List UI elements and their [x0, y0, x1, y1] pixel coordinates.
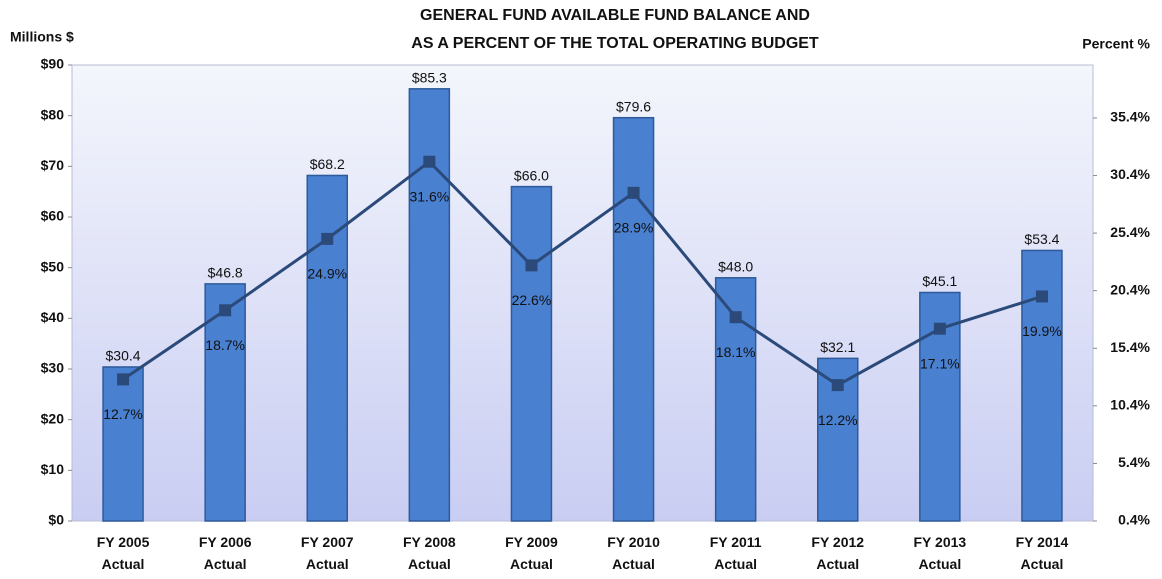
chart-title: GENERAL FUND AVAILABLE FUND BALANCE AND: [420, 7, 810, 24]
y2-tick-label: 10.4%: [1110, 397, 1150, 413]
line-value-label: 18.1%: [716, 344, 756, 360]
x-tick-line: Actual: [408, 556, 451, 572]
bar: [306, 174, 348, 522]
bar-value-label: $68.2: [310, 156, 345, 172]
y-tick-label: $80: [41, 106, 65, 122]
x-tick-label: FY 2013 Actual: [914, 534, 967, 572]
y2-tick-label: 35.4%: [1110, 109, 1150, 125]
y2-tick-label: 0.4%: [1118, 512, 1150, 528]
y-axis-label: Millions $: [10, 29, 74, 45]
y2-tick-label: 5.4%: [1118, 454, 1150, 470]
y2-tick-label: 20.4%: [1110, 281, 1150, 297]
x-tick-label: FY 2007 Actual: [301, 534, 354, 572]
x-tick-line: FY 2009: [505, 534, 558, 550]
chart-title: AS A PERCENT OF THE TOTAL OPERATING BUDG…: [411, 35, 819, 52]
bar-value-label: $32.1: [820, 339, 855, 355]
y-tick-label: $20: [41, 410, 65, 426]
x-tick-line: Actual: [918, 556, 961, 572]
line-value-label: 17.1%: [920, 355, 960, 371]
x-tick-line: Actual: [1021, 556, 1064, 572]
y-tick-label: $70: [41, 157, 65, 173]
y-tick-label: $50: [41, 258, 65, 274]
bar-value-label: $53.4: [1024, 231, 1059, 247]
x-tick-line: FY 2007: [301, 534, 354, 550]
x-tick-label: FY 2014 Actual: [1016, 534, 1069, 572]
line-marker: [117, 373, 130, 386]
line-value-label: 19.9%: [1022, 323, 1062, 339]
x-tick-line: Actual: [612, 556, 655, 572]
line-value-label: 12.7%: [103, 406, 143, 422]
line-value-label: 31.6%: [409, 188, 449, 204]
bar-value-label: $79.6: [616, 98, 651, 114]
bar-value-label: $46.8: [208, 265, 243, 281]
x-tick-label: FY 2008 Actual: [403, 534, 456, 572]
x-tick-line: Actual: [510, 556, 553, 572]
bar: [510, 185, 553, 522]
y2-tick-label: 30.4%: [1110, 166, 1150, 182]
line-marker: [321, 232, 334, 245]
x-tick-line: FY 2010: [607, 534, 660, 550]
bar-value-label: $66.0: [514, 167, 549, 183]
y-tick-label: $10: [41, 461, 65, 477]
x-tick-label: FY 2010 Actual: [607, 534, 660, 572]
bar-value-label: $85.3: [412, 70, 447, 86]
x-tick-line: FY 2014: [1016, 534, 1069, 550]
y2-tick-label: 25.4%: [1110, 224, 1150, 240]
x-tick-line: Actual: [816, 556, 859, 572]
x-tick-line: FY 2012: [811, 534, 864, 550]
x-tick-line: FY 2005: [97, 534, 150, 550]
x-tick-line: FY 2013: [914, 534, 967, 550]
line-value-label: 22.6%: [512, 292, 552, 308]
line-marker: [525, 259, 538, 272]
line: [122, 159, 1043, 387]
x-tick-line: Actual: [204, 556, 247, 572]
bar-value-label: $30.4: [106, 348, 141, 364]
y2-axis-label: Percent %: [1082, 36, 1150, 52]
y-tick-label: $60: [41, 208, 65, 224]
line-value-label: 18.7%: [205, 337, 245, 353]
y-tick-label: $0: [48, 512, 64, 528]
x-tick-line: FY 2006: [199, 534, 252, 550]
bar-value-label: $45.1: [922, 273, 957, 289]
line-value-label: 24.9%: [307, 266, 347, 282]
line-marker: [1035, 290, 1048, 303]
x-tick-label: FY 2005 Actual: [97, 534, 150, 572]
y-tick-label: $30: [41, 360, 65, 376]
x-tick-line: FY 2011: [710, 534, 762, 550]
line-value-label: 12.2%: [818, 412, 858, 428]
bar-value-label: $48.0: [718, 259, 753, 275]
line-marker: [933, 322, 946, 335]
x-tick-line: FY 2008: [403, 534, 456, 550]
y-tick-label: $40: [41, 309, 65, 325]
line-marker: [729, 311, 742, 324]
x-tick-line: Actual: [102, 556, 145, 572]
line-marker: [627, 186, 640, 199]
bar: [408, 88, 451, 522]
x-tick-label: FY 2006 Actual: [199, 534, 252, 572]
x-tick-label: FY 2012 Actual: [811, 534, 864, 572]
bar: [102, 366, 144, 522]
bar: [612, 116, 655, 522]
bar: [204, 283, 246, 522]
y-tick-label: $90: [41, 56, 65, 72]
x-tick-label: FY 2009 Actual: [505, 534, 558, 572]
line-value-label: 28.9%: [614, 220, 654, 236]
line-marker: [219, 304, 232, 317]
x-tick-line: Actual: [714, 556, 757, 572]
line-marker: [423, 155, 436, 168]
x-tick-line: Actual: [306, 556, 349, 572]
x-tick-label: FY 2011 Actual: [710, 534, 762, 572]
y2-tick-label: 15.4%: [1110, 339, 1150, 355]
line-marker: [831, 379, 844, 392]
